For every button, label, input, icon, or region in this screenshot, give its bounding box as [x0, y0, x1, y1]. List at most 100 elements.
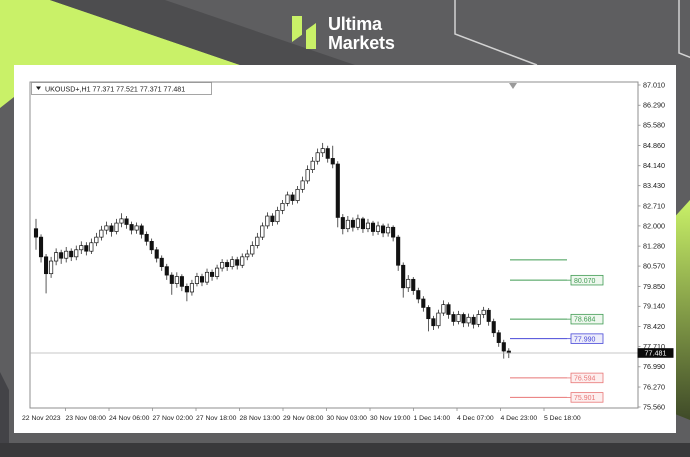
- candle-body: [199, 276, 205, 283]
- bottom-dark-strip: [0, 443, 690, 457]
- time-axis-label: 24 Nov 06:00: [109, 415, 150, 422]
- candle-body: [54, 252, 59, 262]
- candle-body: [340, 217, 345, 230]
- candle-body: [44, 256, 49, 275]
- logo-word-2: Markets: [328, 33, 395, 54]
- time-axis-label: 4 Dec 07:00: [457, 415, 494, 422]
- candle-body: [255, 236, 260, 246]
- candle-body: [365, 222, 371, 230]
- candle-body: [471, 316, 476, 325]
- candle-body: [114, 222, 119, 232]
- candle-body: [320, 148, 325, 154]
- price-axis-label: 77.710: [643, 342, 665, 351]
- candle-body: [69, 250, 74, 258]
- candle-body: [38, 236, 44, 258]
- price-axis-label: 75.560: [643, 402, 665, 411]
- candle-body: [446, 304, 451, 315]
- candle-body: [466, 316, 471, 324]
- level-label-box: [570, 392, 604, 403]
- candle-body: [456, 314, 461, 322]
- candle-body: [345, 219, 350, 230]
- candle-body: [104, 225, 109, 231]
- candle-body: [210, 271, 215, 277]
- candle-body: [215, 267, 220, 277]
- ultima-markets-logo: Ultima Markets: [292, 14, 395, 54]
- candle-body: [240, 256, 245, 266]
- candle-body: [295, 188, 300, 201]
- candle-body: [164, 266, 169, 276]
- chart-shift-marker-icon[interactable]: [509, 83, 517, 89]
- candle-body: [386, 226, 391, 234]
- level-label-text: 75.901: [574, 395, 596, 402]
- symbol-info-text: UKOUSD+,H1 77.371 77.521 77.371 77.481: [45, 85, 185, 93]
- candle-body: [149, 241, 154, 251]
- time-axis-label: 28 Nov 13:00: [240, 415, 281, 422]
- time-axis-label: 27 Nov 02:00: [153, 415, 194, 422]
- candle-body: [99, 229, 104, 238]
- candle-body: [230, 259, 235, 268]
- candle-body: [310, 160, 315, 170]
- price-axis-label: 85.580: [643, 121, 665, 130]
- candle-body: [391, 226, 396, 238]
- price-axis-label: 87.010: [643, 80, 665, 89]
- price-axis-label: 81.280: [643, 242, 665, 251]
- candle-body: [355, 218, 360, 228]
- candle-body: [396, 236, 401, 266]
- time-axis-label: 1 Dec 14:00: [414, 415, 451, 422]
- plot-area[interactable]: [29, 81, 639, 409]
- candle-body: [401, 264, 406, 289]
- candle-body: [129, 224, 134, 231]
- price-axis-label: 84.860: [643, 141, 665, 150]
- candle-body: [280, 203, 285, 211]
- price-axis-label: 78.420: [643, 322, 665, 331]
- candle-body: [260, 225, 265, 238]
- time-axis-label: 29 Nov 08:00: [283, 415, 324, 422]
- level-label-text: 77.990: [574, 336, 596, 343]
- current-price-badge-text: 77.481: [645, 349, 667, 358]
- symbol-dropdown-icon[interactable]: [36, 86, 41, 91]
- candle-body: [184, 286, 189, 293]
- candle-body: [174, 276, 179, 284]
- candle-body: [451, 314, 456, 322]
- candle-body: [381, 225, 386, 234]
- candle-body: [225, 262, 230, 268]
- candle-body: [235, 259, 240, 266]
- candle-body: [461, 314, 466, 324]
- price-axis-label: 80.570: [643, 262, 665, 271]
- price-axis-label: 83.430: [643, 181, 665, 190]
- candle-body: [350, 219, 355, 228]
- level-label-box: [570, 274, 604, 286]
- candle-body: [491, 321, 496, 334]
- time-axis-label: 23 Nov 08:00: [66, 415, 107, 422]
- time-axis-label: 22 Nov 2023: [22, 415, 61, 422]
- candle-body: [476, 314, 481, 325]
- header-left-green-shape: [0, 0, 240, 108]
- candle-body: [194, 276, 200, 284]
- candle-body: [370, 222, 376, 232]
- logo-bar-right: [306, 23, 316, 49]
- candle-body: [109, 225, 114, 232]
- time-axis-label: 30 Nov 19:00: [370, 415, 411, 422]
- logo-word-1: Ultima: [328, 14, 382, 34]
- candle-body: [49, 260, 54, 275]
- candlestick-chart: 87.010 86.290 85.580 84.860 84.140 83.430 82.7…: [22, 80, 674, 422]
- candle-body: [124, 218, 129, 225]
- price-axis-label: 82.000: [643, 221, 665, 230]
- candle-body: [94, 236, 99, 244]
- level-label-text: 80.070: [574, 278, 596, 285]
- level-label-box: [570, 333, 604, 344]
- logo-bar-left: [292, 16, 302, 42]
- candle-body: [159, 257, 164, 268]
- candle-body: [300, 180, 305, 190]
- candle-body: [84, 245, 89, 252]
- candle-body: [275, 210, 280, 223]
- time-axis-label: 30 Nov 03:00: [327, 415, 368, 422]
- price-axis-label: 86.290: [643, 101, 665, 110]
- candle-body: [154, 249, 159, 259]
- candle-body: [486, 309, 491, 322]
- time-axis-label: 4 Dec 23:00: [501, 415, 538, 422]
- candle-body: [431, 318, 436, 327]
- candle-body: [426, 307, 431, 320]
- price-axis-label: 84.140: [643, 161, 665, 170]
- symbol-info-box: [31, 82, 212, 95]
